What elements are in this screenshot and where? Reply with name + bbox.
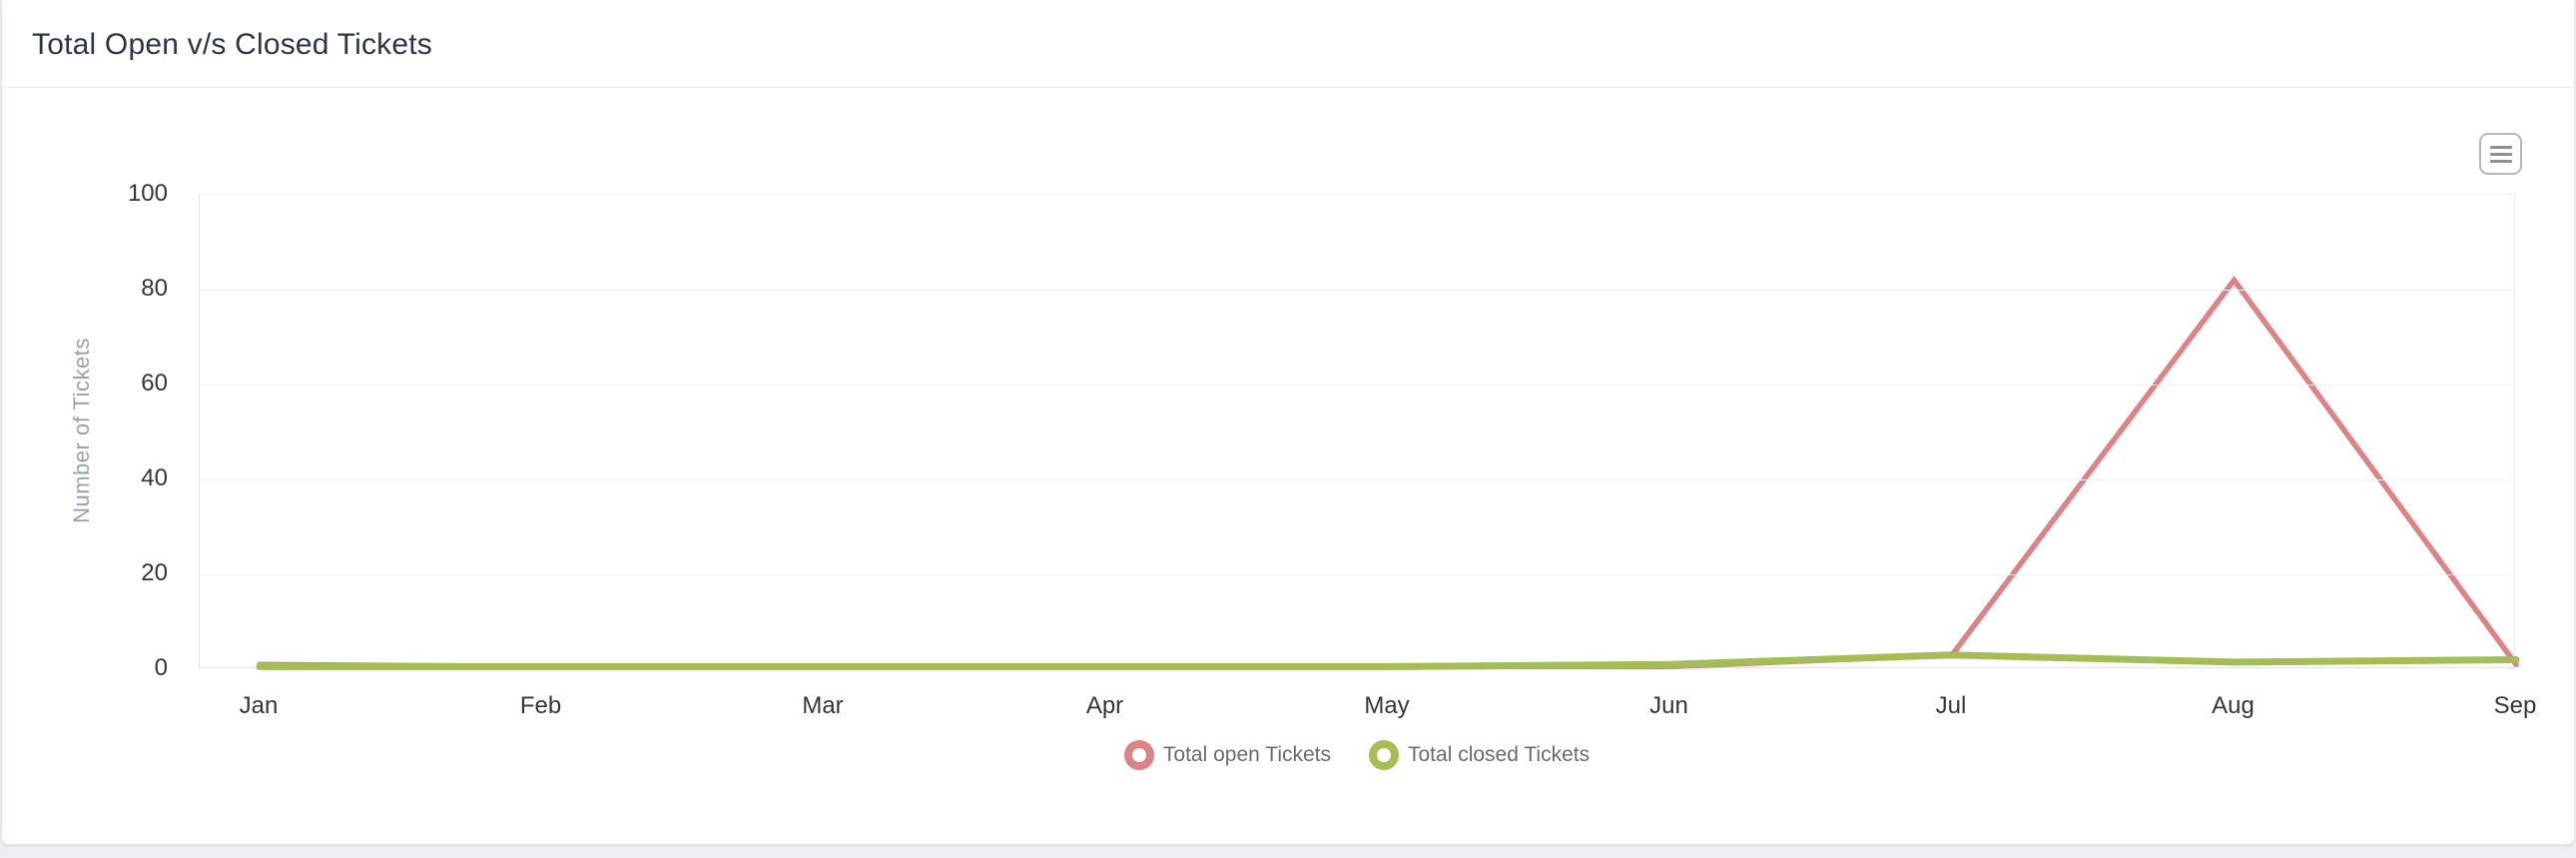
hamburger-menu-icon: [2489, 145, 2512, 149]
y-tick-label-0: 0: [154, 654, 168, 681]
x-axis-label-aug: Aug: [2212, 692, 2254, 719]
y-tick-label-40: 40: [141, 464, 168, 491]
series-line-open[interactable]: [257, 275, 2519, 670]
x-axis-label-sep: Sep: [2493, 692, 2537, 719]
series-line-closed[interactable]: [256, 651, 2520, 670]
chart-context-menu-button[interactable]: [2479, 133, 2522, 175]
x-axis-label-may: May: [1364, 692, 1410, 719]
gridline-60: [200, 385, 2514, 386]
chart-title: Total Open v/s Closed Tickets: [32, 28, 432, 61]
x-axis-label-jan: Jan: [239, 692, 279, 719]
legend-ring-icon: [1123, 740, 1154, 770]
gridline-80: [200, 290, 2514, 291]
x-axis-label-jun: Jun: [1649, 692, 1688, 719]
y-tick-label-100: 100: [127, 180, 168, 207]
legend-label: Total closed Tickets: [1408, 743, 1591, 766]
gridline-20: [200, 574, 2514, 575]
plot-area: [199, 194, 2520, 670]
legend-item-closed[interactable]: Total closed Tickets: [1369, 740, 1590, 770]
x-axis-label-feb: Feb: [519, 692, 562, 719]
x-axis-label-mar: Mar: [802, 692, 844, 719]
legend: Total open Tickets Total closed Tickets: [199, 740, 2515, 770]
series-svg: [256, 275, 2520, 670]
y-tick-label-80: 80: [141, 275, 168, 302]
x-axis-label-jul: Jul: [1935, 692, 1967, 719]
legend-item-open[interactable]: Total open Tickets: [1123, 740, 1331, 770]
y-tick-label-60: 60: [141, 370, 168, 397]
gridline-40: [200, 479, 2514, 480]
legend-label: Total open Tickets: [1162, 743, 1331, 766]
chart-header: Total Open v/s Closed Tickets: [2, 0, 2574, 88]
legend-ring-icon: [1369, 740, 1399, 770]
y-tick-label-20: 20: [141, 559, 168, 586]
chart-area: Number of Tickets 0 20 40 60 80 100 Jan Feb Mar…: [2, 89, 2574, 844]
x-axis-label-apr: Apr: [1085, 692, 1124, 719]
y-axis-title: Number of Tickets: [69, 338, 94, 523]
